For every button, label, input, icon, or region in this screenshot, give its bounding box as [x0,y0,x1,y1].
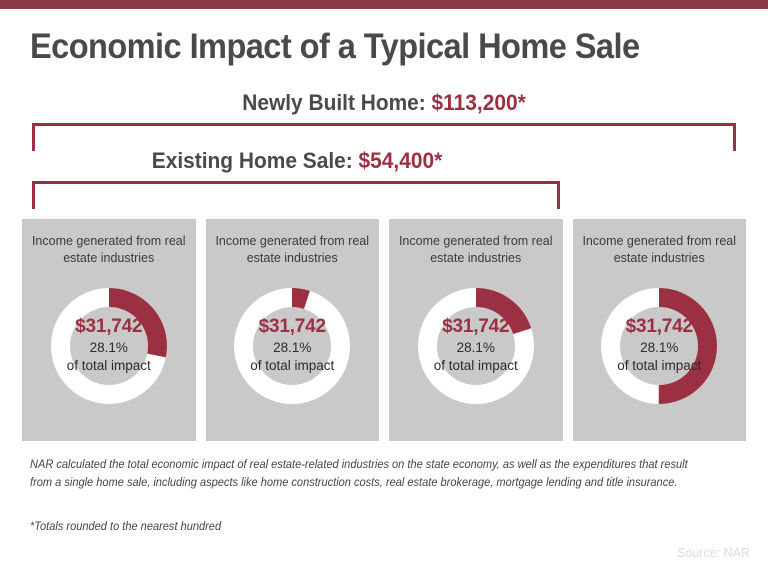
footnote-totals-rounding: *Totals rounded to the nearest hundred [30,521,222,533]
donut-chart: $31,742 28.1% of total impact [224,278,360,414]
donut-value-arc [601,288,718,404]
donut-chart: $31,742 28.1% of total impact [408,278,544,414]
impact-card-title: Income generated from real estate indust… [582,234,737,265]
page-title: Economic Impact of a Typical Home Sale [30,27,640,66]
newly-built-home-label: Newly Built Home: [242,90,432,115]
existing-home-sale-amount: $54,400* [358,148,443,173]
donut-chart: $31,742 28.1% of total impact [591,278,727,414]
impact-card: Income generated from real estate indust… [205,219,379,441]
impact-card-title: Income generated from real estate indust… [215,234,370,265]
source-attribution: Source: NAR [677,546,750,560]
impact-cards-row: Income generated from real estate indust… [22,219,746,441]
donut-value-arc [50,288,167,404]
newly-built-home-amount: $113,200* [431,90,526,115]
donut-chart: $31,742 28.1% of total impact [41,278,177,414]
newly-built-home-heading: Newly Built Home: $113,200* [19,90,749,116]
impact-card: Income generated from real estate indust… [389,219,563,441]
footnote-methodology: NAR calculated the total economic impact… [30,459,688,489]
donut-track [234,288,351,404]
impact-card-title: Income generated from real estate indust… [398,234,553,265]
donut-value-arc [417,288,534,404]
newly-built-home-bracket [32,123,736,151]
existing-home-sale-heading: Existing Home Sale: $54,400* [15,148,579,174]
existing-home-sale-bracket [32,181,560,209]
impact-card-title: Income generated from real estate indust… [31,234,186,265]
impact-card: Income generated from real estate indust… [22,219,196,441]
donut-value-arc [234,288,351,404]
impact-card: Income generated from real estate indust… [572,219,746,441]
top-accent-bar [0,0,768,9]
existing-home-sale-label: Existing Home Sale: [151,148,359,173]
